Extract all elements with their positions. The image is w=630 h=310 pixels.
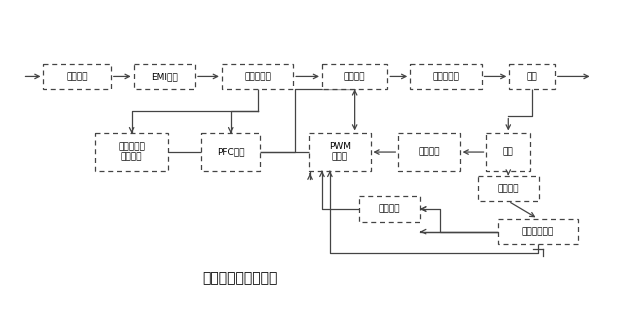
Bar <box>358 196 420 222</box>
Bar <box>309 133 370 171</box>
Text: 限流保护: 限流保护 <box>379 205 400 214</box>
Text: 输出过压保护: 输出过压保护 <box>522 227 554 236</box>
Text: 输出: 输出 <box>527 72 537 81</box>
Bar <box>95 133 168 171</box>
Text: 防雷单元: 防雷单元 <box>66 72 88 81</box>
Text: 稳压环路: 稳压环路 <box>418 148 440 157</box>
Text: 整流、滤波: 整流、滤波 <box>244 72 271 81</box>
Text: 短路保护: 短路保护 <box>498 184 519 193</box>
Text: 开关电源电路方框图: 开关电源电路方框图 <box>202 271 278 285</box>
Bar <box>134 64 195 89</box>
Bar <box>410 64 481 89</box>
Bar <box>498 219 578 244</box>
Text: PWM
控制器: PWM 控制器 <box>329 142 351 162</box>
Text: 整流、滤波: 整流、滤波 <box>432 72 459 81</box>
Text: 输入过欠压
保护单元: 输入过欠压 保护单元 <box>118 142 145 162</box>
Bar <box>322 64 387 89</box>
Bar <box>201 133 260 171</box>
Text: 取样: 取样 <box>503 148 513 157</box>
Bar <box>478 176 539 201</box>
Text: EMI电路: EMI电路 <box>151 72 178 81</box>
Bar <box>398 133 460 171</box>
Bar <box>509 64 555 89</box>
Text: 功率变换: 功率变换 <box>344 72 365 81</box>
Bar <box>486 133 530 171</box>
Bar <box>43 64 111 89</box>
Bar <box>222 64 293 89</box>
Text: PFC单元: PFC单元 <box>217 148 244 157</box>
